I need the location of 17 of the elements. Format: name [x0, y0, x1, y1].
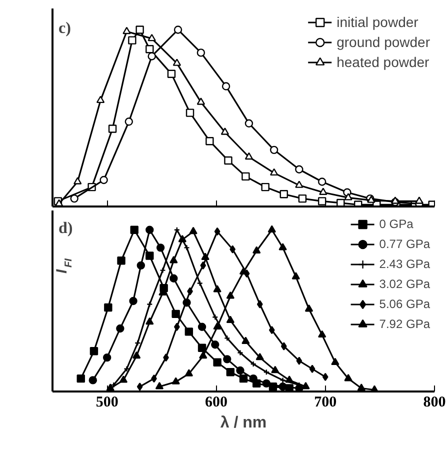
x-tick-label: 700	[314, 394, 337, 410]
x-tick-label: 600	[204, 394, 228, 410]
legend-label: ground powder	[336, 34, 430, 50]
legend-label: 0.77 GPa	[379, 237, 430, 251]
legend-label: 2.43 GPa	[379, 257, 430, 271]
chart-title: c)	[58, 20, 71, 37]
x-axis-title: λ / nm	[220, 414, 267, 432]
chart-title: d)	[58, 220, 73, 238]
legend-label: 7.92 GPa	[379, 317, 430, 331]
y-axis-title: IFI	[54, 258, 74, 274]
legend-label: 0 GPa	[379, 217, 414, 231]
legend-label: 5.06 GPa	[379, 297, 430, 311]
x-tick-label: 500	[96, 394, 118, 410]
legend-label: heated powder	[336, 54, 430, 70]
legend-label: 3.02 GPa	[379, 277, 430, 291]
x-tick-label: 800	[423, 394, 446, 410]
legend-label: initial powder	[336, 14, 418, 30]
